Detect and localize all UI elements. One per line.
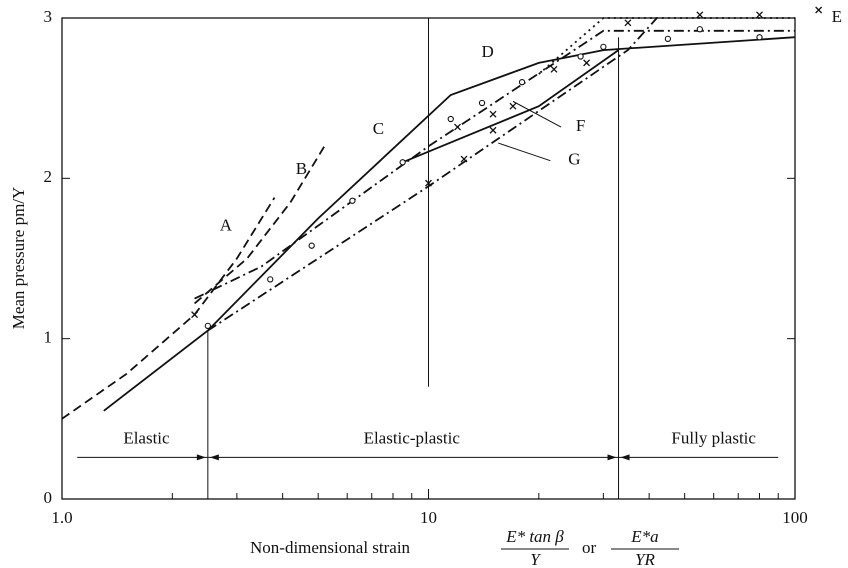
x-tick-label: 1.0 — [51, 508, 72, 527]
annotation: E — [832, 7, 842, 26]
arrow-head — [196, 454, 206, 461]
x-label-numerator: E* tan β — [505, 527, 564, 546]
circle-marker — [308, 242, 315, 249]
annotation: Fully plastic — [671, 429, 756, 448]
cross-marker — [191, 311, 199, 319]
arrow-head — [607, 454, 617, 461]
annotation: D — [482, 42, 494, 61]
annotation: Elastic-plastic — [364, 429, 461, 448]
cross-marker — [460, 155, 468, 163]
cross-marker — [489, 126, 497, 134]
curve — [538, 17, 795, 75]
annotation: A — [220, 215, 233, 234]
y-axis-label: Mean pressure pm/Y — [9, 187, 28, 330]
circle-marker — [399, 159, 406, 166]
curve — [194, 29, 795, 300]
curve — [402, 49, 620, 164]
cross-marker — [624, 19, 632, 27]
cross-marker — [425, 179, 432, 187]
circle-marker — [664, 35, 672, 42]
y-tick-label: 1 — [44, 328, 53, 347]
y-tick-label: 3 — [44, 7, 53, 26]
circle-marker — [600, 43, 607, 51]
circle-marker — [577, 53, 584, 60]
circle-marker — [447, 115, 454, 123]
circle-marker — [518, 78, 526, 86]
cross-marker — [489, 110, 497, 118]
annotation: Elastic — [123, 429, 170, 448]
cross-marker — [815, 6, 823, 14]
annotation: F — [576, 116, 585, 135]
annotation: B — [296, 159, 307, 178]
cross-marker — [696, 11, 704, 19]
annotation: C — [373, 119, 384, 138]
arrow-head — [620, 454, 630, 461]
cross-marker — [454, 123, 461, 131]
y-tick-label: 0 — [44, 488, 53, 507]
x-tick-label: 10 — [420, 508, 437, 527]
cross-marker — [550, 65, 558, 73]
circle-marker — [696, 26, 703, 33]
circle-marker — [478, 99, 486, 107]
x-label-or: or — [582, 538, 597, 557]
arrow-head — [209, 454, 219, 461]
leader-line — [498, 142, 551, 162]
circle-marker — [349, 197, 356, 204]
x-label-numerator: E*a — [630, 527, 658, 546]
cross-marker — [509, 102, 517, 110]
x-tick-label: 100 — [782, 508, 808, 527]
cross-marker — [583, 59, 591, 67]
x-label-prefix: Non-dimensional strain — [250, 538, 411, 557]
y-tick-label: 2 — [44, 167, 53, 186]
x-label-denominator: Y — [530, 550, 541, 568]
curve — [194, 145, 326, 305]
x-label-denominator: YR — [635, 550, 655, 568]
annotation: G — [568, 150, 580, 169]
curve — [207, 17, 658, 332]
cross-marker — [756, 11, 763, 19]
leader-line — [512, 100, 562, 128]
circle-marker — [756, 34, 763, 41]
circle-marker — [267, 276, 274, 283]
circle-marker — [204, 322, 211, 329]
